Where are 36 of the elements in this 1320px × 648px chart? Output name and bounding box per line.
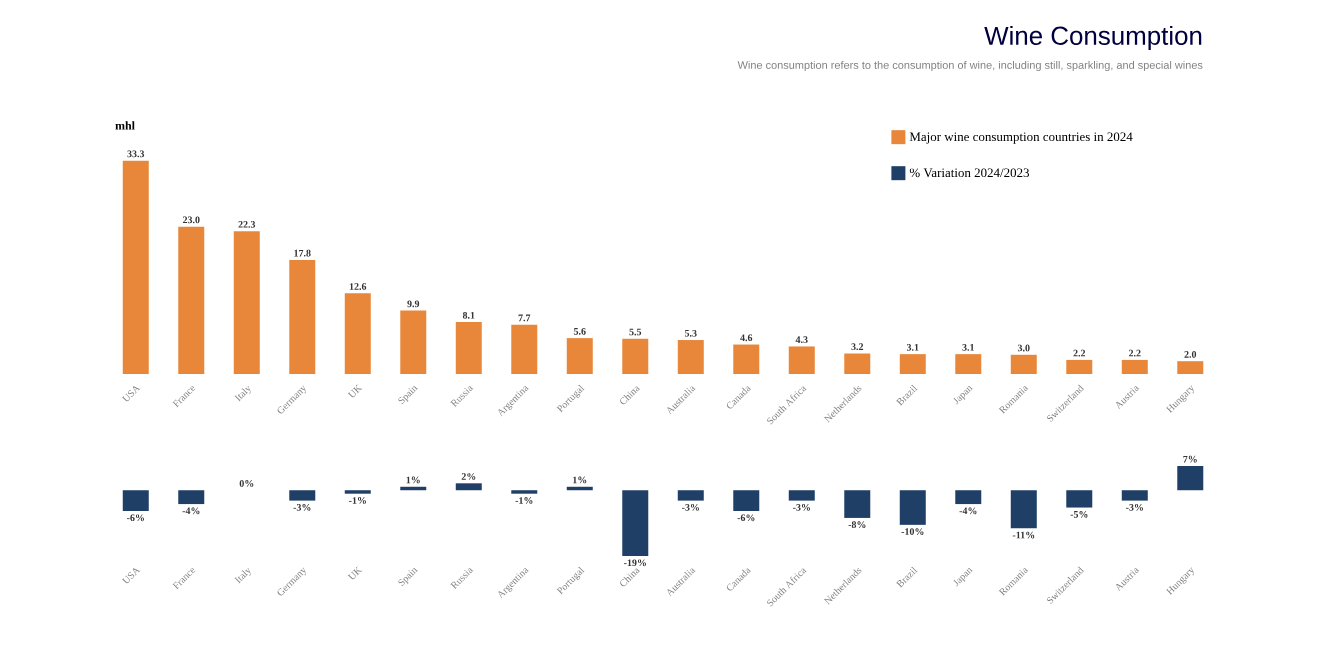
bar — [622, 490, 649, 556]
chart-title: Wine Consumption — [984, 25, 1202, 51]
bar — [178, 490, 205, 505]
bar — [1066, 490, 1093, 508]
bar — [733, 344, 760, 374]
bar — [511, 324, 538, 374]
bar — [233, 231, 260, 374]
bar — [788, 490, 815, 501]
bar — [1066, 359, 1093, 374]
bar — [1177, 466, 1204, 491]
bar — [122, 160, 149, 374]
bar — [289, 259, 316, 374]
bar — [788, 346, 815, 374]
bar — [622, 338, 649, 374]
bar — [1177, 361, 1204, 374]
bar — [1121, 359, 1148, 374]
bar — [844, 490, 871, 518]
bar — [289, 490, 316, 501]
bar — [178, 226, 205, 374]
bar — [955, 354, 982, 374]
bar — [955, 490, 982, 505]
bar — [455, 483, 482, 491]
bar — [733, 490, 760, 511]
bar — [1010, 490, 1037, 529]
bar — [122, 490, 149, 511]
bar — [1121, 490, 1148, 501]
bar — [455, 322, 482, 374]
bar — [344, 293, 371, 374]
bar — [400, 310, 427, 374]
bar — [844, 353, 871, 374]
bar — [677, 490, 704, 501]
bar — [899, 354, 926, 374]
bar — [1010, 354, 1037, 374]
bar — [677, 340, 704, 374]
bar — [899, 490, 926, 525]
bar — [566, 338, 593, 374]
